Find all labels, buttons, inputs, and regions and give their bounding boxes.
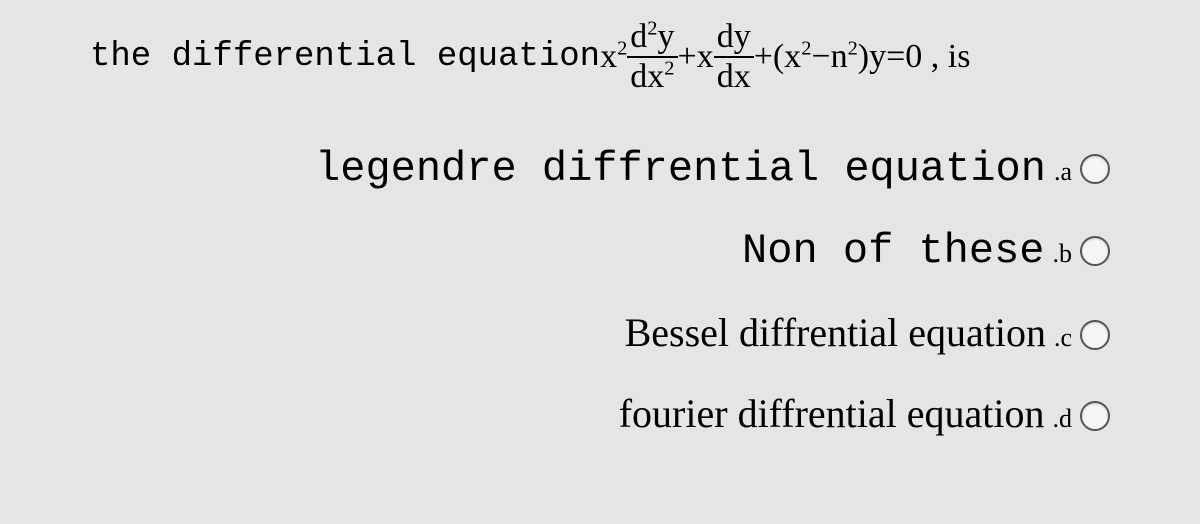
eq-frac1-den: dx2 (627, 58, 677, 94)
option-d-label: .d (1053, 404, 1073, 434)
quiz-question-container: the differential equation x2 d2y dx2 +x … (0, 0, 1200, 524)
option-c-label: .c (1054, 323, 1072, 353)
eq-frac2: dy dx (714, 20, 754, 94)
eq-plus-x: +x (678, 38, 714, 76)
radio-icon[interactable] (1080, 401, 1110, 431)
options-list: legendre diffrential equation .a Non of … (315, 145, 1110, 437)
eq-x2: x2 (600, 38, 627, 76)
eq-close: )y=0 , is (858, 38, 971, 75)
eq-frac1-den-dx: dx (630, 58, 664, 95)
option-b[interactable]: Non of these .b (742, 227, 1110, 275)
eq-frac1-num-y: y (658, 18, 675, 55)
option-b-text: Non of these (742, 227, 1044, 275)
question-stem: the differential equation x2 d2y dx2 +x … (90, 20, 1110, 94)
option-b-label: .b (1053, 239, 1073, 269)
option-c[interactable]: Bessel diffrential equation .c (625, 309, 1110, 356)
eq-tail: +(x2−n2)y=0 , is (754, 38, 971, 76)
eq-frac2-num: dy (714, 20, 754, 58)
eq-sq2: 2 (848, 38, 858, 60)
eq-plus-open: +(x (754, 38, 802, 75)
radio-icon[interactable] (1080, 236, 1110, 266)
eq-minus-n: −n (811, 38, 847, 75)
eq-frac1-num-sup: 2 (647, 18, 657, 40)
option-c-text: Bessel diffrential equation (625, 309, 1046, 356)
eq-frac1-den-sup: 2 (664, 58, 674, 80)
eq-frac1: d2y dx2 (627, 20, 677, 94)
radio-icon[interactable] (1080, 154, 1110, 184)
option-a-text: legendre diffrential equation (315, 145, 1046, 193)
option-a[interactable]: legendre diffrential equation .a (315, 145, 1110, 193)
eq-frac1-num-d: d (630, 18, 647, 55)
question-prefix: the differential equation (90, 38, 600, 76)
eq-frac2-den: dx (714, 58, 754, 94)
option-d-text: fourier diffrential equation (619, 390, 1045, 437)
eq-x: x (600, 38, 617, 75)
option-d[interactable]: fourier diffrential equation .d (619, 390, 1110, 437)
eq-x-sup: 2 (617, 38, 627, 60)
eq-sq1: 2 (801, 38, 811, 60)
radio-icon[interactable] (1080, 320, 1110, 350)
eq-frac1-num: d2y (627, 20, 677, 58)
option-a-label: .a (1054, 157, 1072, 187)
